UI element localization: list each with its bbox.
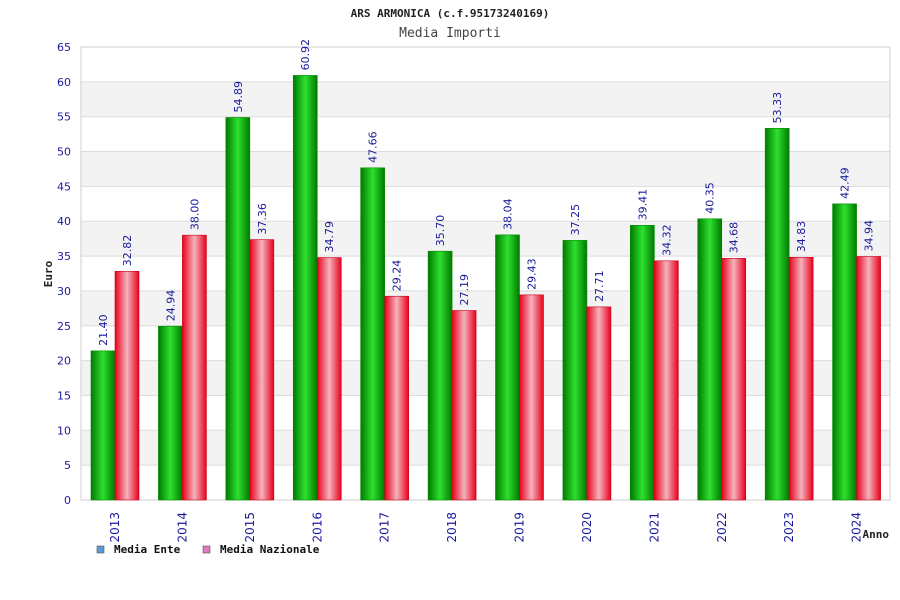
bar-media-ente-2021 [630,225,655,501]
chart-title: ARS ARMONICA (c.f.95173240169) [351,7,550,20]
x-tick-label: 2013 [108,512,122,543]
data-label-media-ente-2022: 40.35 [704,182,717,214]
data-label-media-ente-2015: 54.89 [232,81,245,112]
data-label-media-nazionale-2019: 29.43 [526,258,539,290]
x-tick-label: 2021 [647,512,661,543]
y-axis-label: Euro [42,260,55,287]
bar-media-nazionale-2019 [519,294,544,501]
data-label-media-nazionale-2015: 37.36 [256,203,269,235]
y-tick-label: 40 [57,215,71,228]
x-tick-label: 2018 [445,512,459,543]
bar-media-nazionale-2015 [249,239,275,501]
data-labels: 21.40 32.82 24.94 38.00 54.89 37.36 60.92 34.79… [97,39,876,346]
plot-area [80,46,891,501]
legend-label-media-ente: Media Ente [114,543,181,556]
bar-media-ente-2020 [562,240,588,501]
data-label-media-ente-2016: 60.92 [299,39,312,71]
legend: Media Ente Media Nazionale [96,543,320,556]
bar-media-ente-2022 [697,218,723,501]
data-label-media-ente-2019: 38.04 [502,198,515,230]
data-label-media-nazionale-2017: 29.24 [391,260,404,292]
data-label-media-nazionale-2023: 34.83 [795,221,808,253]
bar-media-ente-2015 [225,117,251,501]
x-tick-label: 2023 [782,512,796,543]
data-label-media-ente-2020: 37.25 [569,204,582,236]
data-label-media-nazionale-2018: 27.19 [458,274,471,306]
x-tick-label: 2022 [715,512,729,543]
bar-media-nazionale-2013 [114,270,140,501]
y-tick-label: 50 [57,146,71,159]
y-tick-label: 0 [64,494,71,507]
y-tick-label: 5 [64,459,71,472]
legend-swatch-media-nazionale [202,545,211,554]
y-tick-labels: 0 5 10 15 20 25 30 35 40 45 50 55 60 65 [57,41,71,507]
y-tick-label: 20 [57,355,71,368]
grid-band [81,430,890,466]
data-label-media-nazionale-2020: 27.71 [593,270,606,302]
bar-media-nazionale-2024 [856,256,881,501]
bar-media-ente-2017 [360,167,385,501]
bar-media-ente-2019 [495,234,520,501]
y-tick-label: 60 [57,76,71,89]
bar-media-nazionale-2021 [654,260,679,501]
bars-group [90,75,881,501]
bar-media-ente-2024 [832,203,857,501]
bar-media-nazionale-2018 [451,310,477,501]
x-tick-label: 2024 [850,512,864,543]
bar-media-ente-2016 [292,75,318,501]
bar-media-ente-2014 [158,325,183,501]
bar-media-nazionale-2016 [316,257,342,501]
y-tick-label: 65 [57,41,71,54]
x-tick-label: 2019 [513,512,527,543]
data-label-media-ente-2023: 53.33 [771,92,784,124]
data-label-media-ente-2014: 24.94 [164,290,177,322]
bar-media-nazionale-2022 [721,258,747,501]
data-label-media-ente-2017: 47.66 [367,131,380,163]
bar-media-nazionale-2014 [182,234,207,501]
bar-media-nazionale-2023 [788,256,814,501]
data-label-media-ente-2013: 21.40 [97,314,110,346]
bar-media-nazionale-2017 [384,295,409,501]
grid-band [81,360,890,396]
background-bands [81,81,890,466]
data-label-media-ente-2021: 39.41 [636,189,649,221]
chart-subtitle: Media Importi [399,26,501,41]
data-label-media-nazionale-2016: 34.79 [323,221,336,253]
y-tick-label: 10 [57,424,71,437]
bar-media-ente-2018 [427,250,453,501]
data-label-media-nazionale-2014: 38.00 [188,199,201,231]
data-label-media-ente-2018: 35.70 [434,215,447,247]
grid-band [81,221,890,257]
x-tick-label: 2017 [378,512,392,543]
data-label-media-nazionale-2021: 34.32 [660,224,673,256]
data-label-media-nazionale-2024: 34.94 [863,220,876,252]
x-axis-label: Anno [863,528,890,541]
legend-label-media-nazionale: Media Nazionale [220,543,320,556]
bar-media-nazionale-2020 [586,306,612,501]
y-tick-label: 25 [57,320,71,333]
x-tick-label: 2020 [580,512,594,543]
grid-band [81,81,890,117]
data-label-media-ente-2024: 42.49 [839,167,852,199]
y-tick-label: 15 [57,389,71,402]
bar-media-ente-2023 [764,128,790,501]
x-tick-label: 2015 [243,512,257,543]
x-tick-label: 2014 [175,512,189,543]
grid-band [81,290,890,326]
data-label-media-nazionale-2013: 32.82 [121,235,134,267]
x-tick-label: 2016 [310,512,324,543]
bar-media-ente-2013 [90,350,116,501]
y-tick-label: 45 [57,180,71,193]
grid-band [81,151,890,187]
y-tick-label: 30 [57,285,71,298]
x-tick-labels: 2013 2014 2015 2016 2017 2018 2019 2020 2021 2022… [108,512,864,543]
legend-swatch-media-ente [96,545,105,554]
data-label-media-nazionale-2022: 34.68 [728,222,741,254]
y-tick-label: 35 [57,250,71,263]
y-tick-label: 55 [57,111,71,124]
